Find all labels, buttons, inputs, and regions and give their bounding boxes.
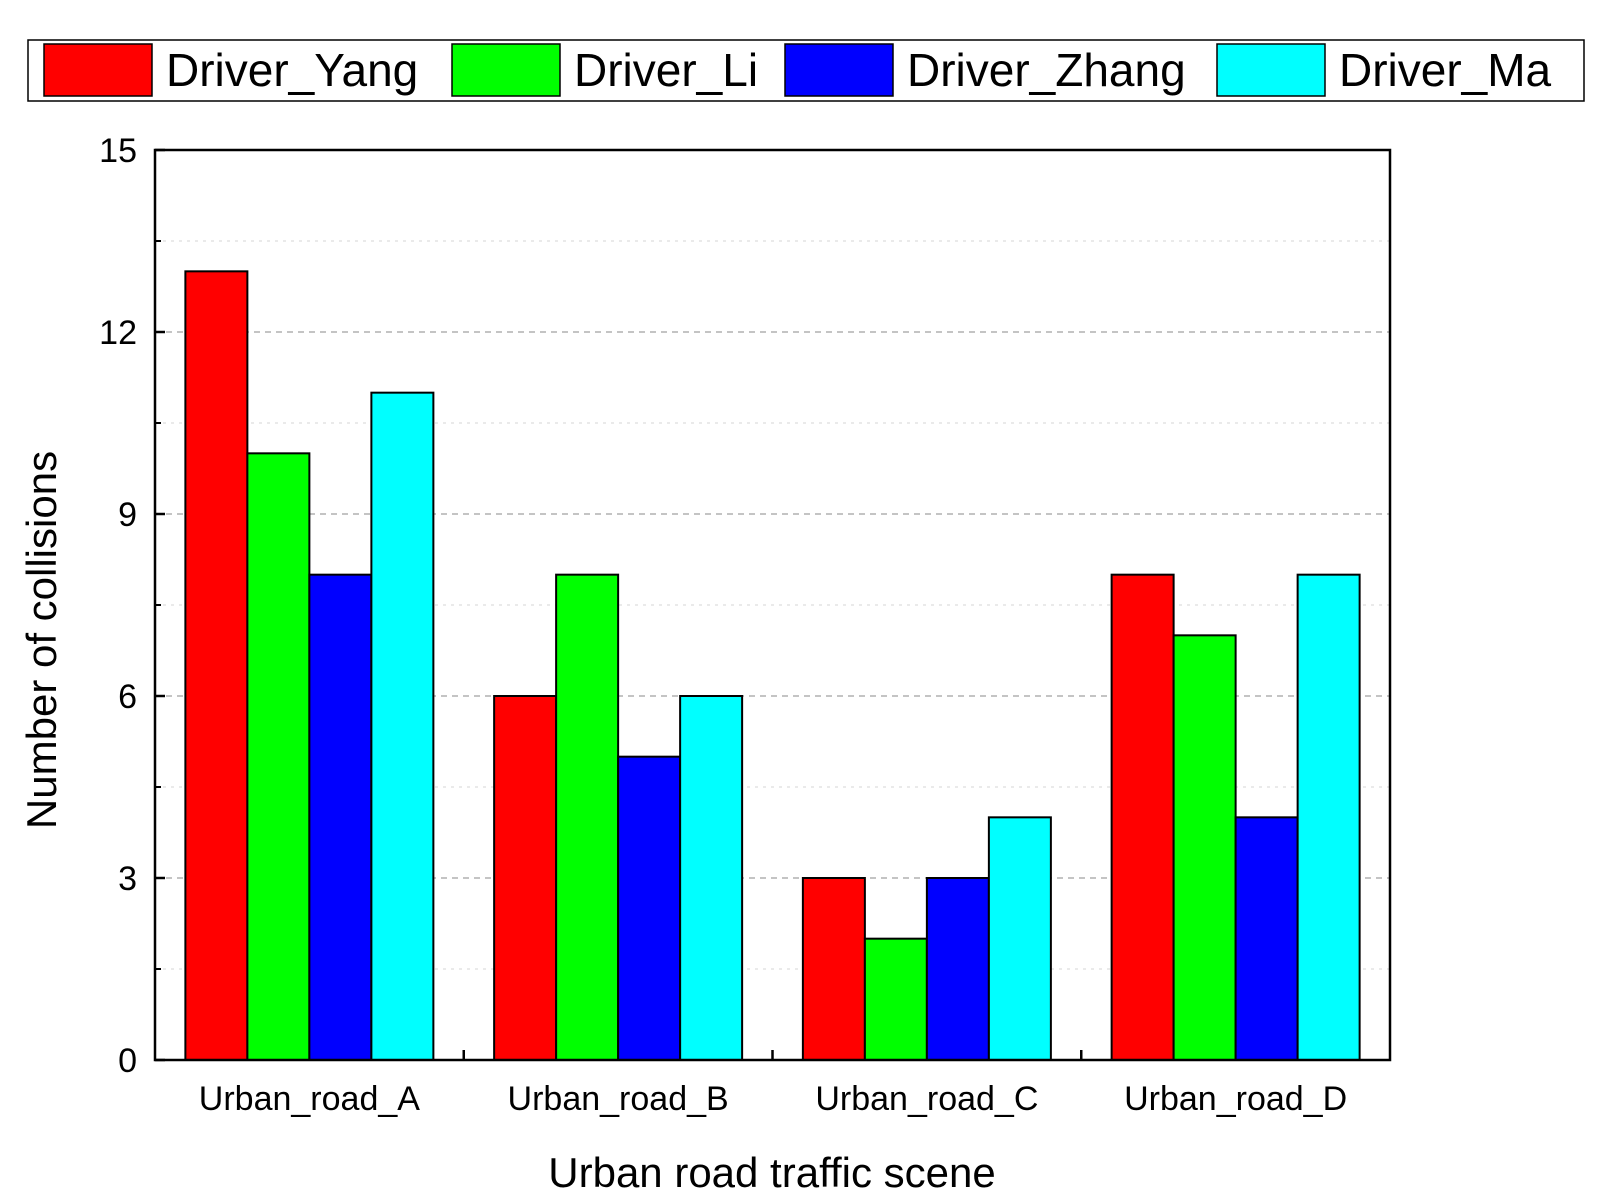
bar-driver-ma-urban-road-c [987,816,1052,1061]
bars [184,270,1361,1062]
legend-label-driver-yang: Driver_Yang [166,44,418,96]
legend-label-driver-zhang: Driver_Zhang [907,44,1186,96]
bar-driver-yang-urban-road-a [184,270,249,1062]
axes: 0 3 6 9 12 15 Urban_road_A Urban_road_B Urban_ro… [99,132,1347,1118]
bar-driver-ma-urban-road-a [370,391,435,1061]
bar-driver-zhang-urban-road-d [1234,816,1299,1061]
gridlines [155,240,1390,970]
bar-driver-zhang-urban-road-c [925,877,990,1061]
legend-swatch-driver-zhang [784,43,894,97]
bar-driver-yang-urban-road-d [1110,573,1175,1062]
bar-driver-ma-urban-road-b [679,695,744,1061]
bar-driver-yang-urban-road-b [493,695,558,1061]
bar-driver-yang-urban-road-c [801,877,866,1061]
bar-driver-ma-urban-road-d [1296,573,1361,1062]
bar-driver-li-urban-road-c [863,937,928,1062]
y-tick-label: 6 [118,678,137,716]
legend-label-driver-ma: Driver_Ma [1339,44,1552,96]
y-tick-label: 3 [118,860,137,898]
x-axis-title: Urban road traffic scene [548,1149,995,1196]
bar-driver-li-urban-road-b [555,573,620,1062]
y-axis-title: Number of collisions [18,451,65,829]
legend-swatch-driver-yang [43,43,153,97]
y-tick-label: 0 [118,1042,137,1080]
bar-driver-zhang-urban-road-b [617,755,682,1062]
bar-driver-li-urban-road-d [1172,634,1237,1061]
legend-label-driver-li: Driver_Li [574,44,758,96]
bar-driver-zhang-urban-road-a [308,573,373,1062]
y-tick-label: 9 [118,496,137,534]
y-tick-label: 12 [99,314,137,352]
x-tick-label: Urban_road_B [508,1080,729,1118]
legend: Driver_Yang Driver_Li Driver_Zhang Driver_M… [27,39,1585,102]
x-tick-label: Urban_road_A [199,1080,420,1118]
bar-driver-li-urban-road-a [246,452,311,1062]
x-tick-label: Urban_road_D [1124,1080,1347,1118]
x-tick-label: Urban_road_C [815,1080,1038,1118]
y-tick-label: 15 [99,132,137,170]
legend-swatch-driver-ma [1216,43,1326,97]
legend-swatch-driver-li [451,43,561,97]
